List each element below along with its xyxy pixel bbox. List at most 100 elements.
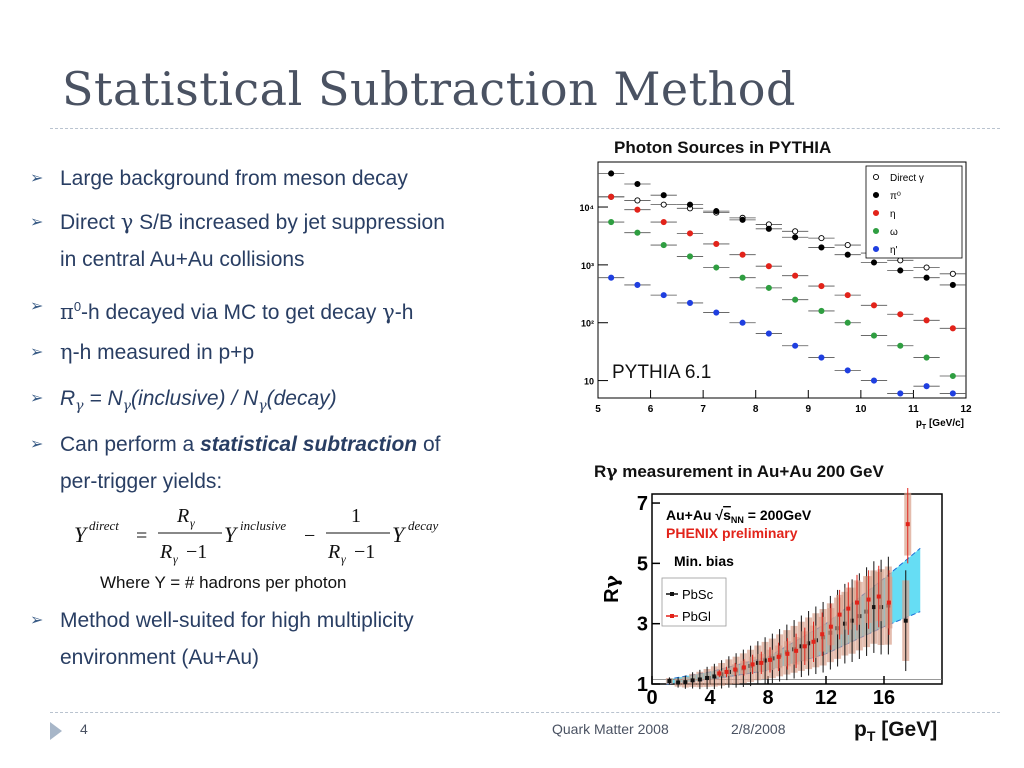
chart2-title-text: measurement in Au+Au 200 GeV xyxy=(617,462,884,481)
chart2-point xyxy=(697,677,702,682)
chart1-point xyxy=(792,234,799,241)
chart1-point xyxy=(686,253,694,260)
chart1-point xyxy=(608,170,615,177)
superscript-zero: 0 xyxy=(73,299,82,314)
eq-decay-sup: decay xyxy=(408,518,439,533)
chart2-x-tick-label: 8 xyxy=(762,687,773,709)
chart1-legend-marker xyxy=(872,173,880,181)
chart2-point xyxy=(724,669,729,674)
chart2-x-tick-label: 0 xyxy=(646,687,657,709)
chart2-point xyxy=(690,678,695,683)
chart1-y-tick-label: 10³ xyxy=(581,261,594,271)
chart1-point xyxy=(844,367,851,374)
chart1-x-tick-label: 10 xyxy=(855,404,867,415)
bullet-text: (decay) xyxy=(266,387,337,410)
chart1-point xyxy=(608,274,615,281)
bullet-text: of xyxy=(417,433,441,456)
chart1-point xyxy=(660,218,667,226)
chart1-point xyxy=(713,264,720,271)
chart1-title: Photon Sources in PYTHIA xyxy=(614,138,832,157)
chart1-point xyxy=(792,272,799,279)
bullet-text: in central Au+Au collisions xyxy=(60,248,305,271)
chart1-point xyxy=(739,274,746,281)
chart1-y-tick-label: 10² xyxy=(581,319,594,329)
r-gamma-r: R xyxy=(60,387,76,410)
chart2-point xyxy=(763,658,768,663)
chart2-point xyxy=(828,624,833,629)
chart1-point xyxy=(660,242,667,249)
gamma-subscript: γ xyxy=(75,398,84,415)
chart1-annotation: PYTHIA 6.1 xyxy=(612,362,711,383)
bullet-text: per-trigger yields: xyxy=(60,470,223,493)
chart1-point xyxy=(608,218,615,226)
gamma-symbol: γ xyxy=(382,300,395,324)
footer-date: 2/8/2008 xyxy=(731,721,786,737)
chart1-point xyxy=(844,319,851,326)
chart1-point xyxy=(660,292,667,299)
chart1-y-tick-label: 10 xyxy=(584,377,594,387)
chart1-x-label-p: p xyxy=(916,418,922,429)
bullet-text: -h xyxy=(394,301,414,324)
chart2-point xyxy=(820,632,825,637)
chart1-point xyxy=(660,192,667,199)
bullet-text: Method well-suited for high multiplicity xyxy=(60,609,414,632)
eq-r-den: R xyxy=(159,541,172,563)
chart1-point xyxy=(897,267,904,274)
chart2-point xyxy=(676,680,681,685)
eq-one: 1 xyxy=(351,505,361,527)
chart1-point xyxy=(713,309,720,316)
chart2-legend-prelim: PHENIX preliminary xyxy=(666,525,798,541)
chart2-point xyxy=(905,522,910,527)
chart2-y-tick-label: 5 xyxy=(637,553,648,575)
bullet-text: Large background from meson decay xyxy=(60,167,408,190)
bullet-list-2: ➢ Method well-suited for high multiplici… xyxy=(30,602,540,676)
eq-y: Y xyxy=(224,522,239,547)
chart1-x-tick-label: 5 xyxy=(595,404,601,415)
eq-minus-one: −1 xyxy=(186,541,207,563)
chart1-point xyxy=(923,317,930,324)
chart1-x-label-unit: [GeV/c] xyxy=(926,418,964,429)
chart1-point xyxy=(897,390,904,397)
chart2-point xyxy=(866,597,871,602)
chart1-point xyxy=(949,325,956,332)
chart2-legend-minbias: Min. bias xyxy=(674,553,734,569)
chart1-point xyxy=(818,244,825,251)
chart2-legend-marker xyxy=(670,592,674,596)
chart1-x-tick-label: 12 xyxy=(960,404,972,415)
chart1-point xyxy=(739,251,746,258)
chart2-legend-energy-value: = 200GeV xyxy=(744,507,812,523)
chart1-legend-label: η xyxy=(890,209,896,220)
chart2-x-axis-label: pT [GeV] xyxy=(854,718,937,744)
chart1-legend-label: π⁰ xyxy=(890,191,901,202)
bullet-item: ➢ η-h measured in p+p xyxy=(30,334,540,380)
chart1-x-label-sub: T xyxy=(922,424,927,430)
eq-r-num: R xyxy=(176,505,189,527)
chart1-point xyxy=(818,235,825,242)
chart2-point xyxy=(712,674,717,679)
chart2-point xyxy=(886,600,891,605)
gamma-subscript: γ xyxy=(258,398,267,415)
chart2-y-label-r: R xyxy=(601,588,623,603)
eq-y: Y xyxy=(392,522,407,547)
chart1-point xyxy=(713,240,720,247)
chart2-point xyxy=(876,594,881,599)
chart1-point xyxy=(634,180,641,188)
chart1-point xyxy=(897,342,904,349)
chart1-point xyxy=(634,229,641,236)
chart2-point xyxy=(667,678,672,683)
chart2-point xyxy=(683,680,688,685)
pythia-photon-sources-chart: 5 6 7 8 9 10 11 12 10 10² 10³ 10⁴ pT [GeV/c] Direct γ… xyxy=(580,161,972,430)
chart2-x-tick-label: 16 xyxy=(873,687,895,709)
bullet-item: ➢ Method well-suited for high multiplici… xyxy=(30,602,540,676)
eq-gamma: γ xyxy=(341,552,346,566)
chart1-point xyxy=(818,283,825,290)
chart1-point xyxy=(870,377,878,384)
eta-symbol: η xyxy=(60,340,73,364)
gamma-symbol: γ xyxy=(120,210,134,234)
chart1-point xyxy=(739,216,746,223)
chart1-point xyxy=(765,284,772,291)
slide-number: 4 xyxy=(80,721,88,737)
chart2-point xyxy=(759,660,764,665)
chart1-legend-marker xyxy=(872,191,880,199)
